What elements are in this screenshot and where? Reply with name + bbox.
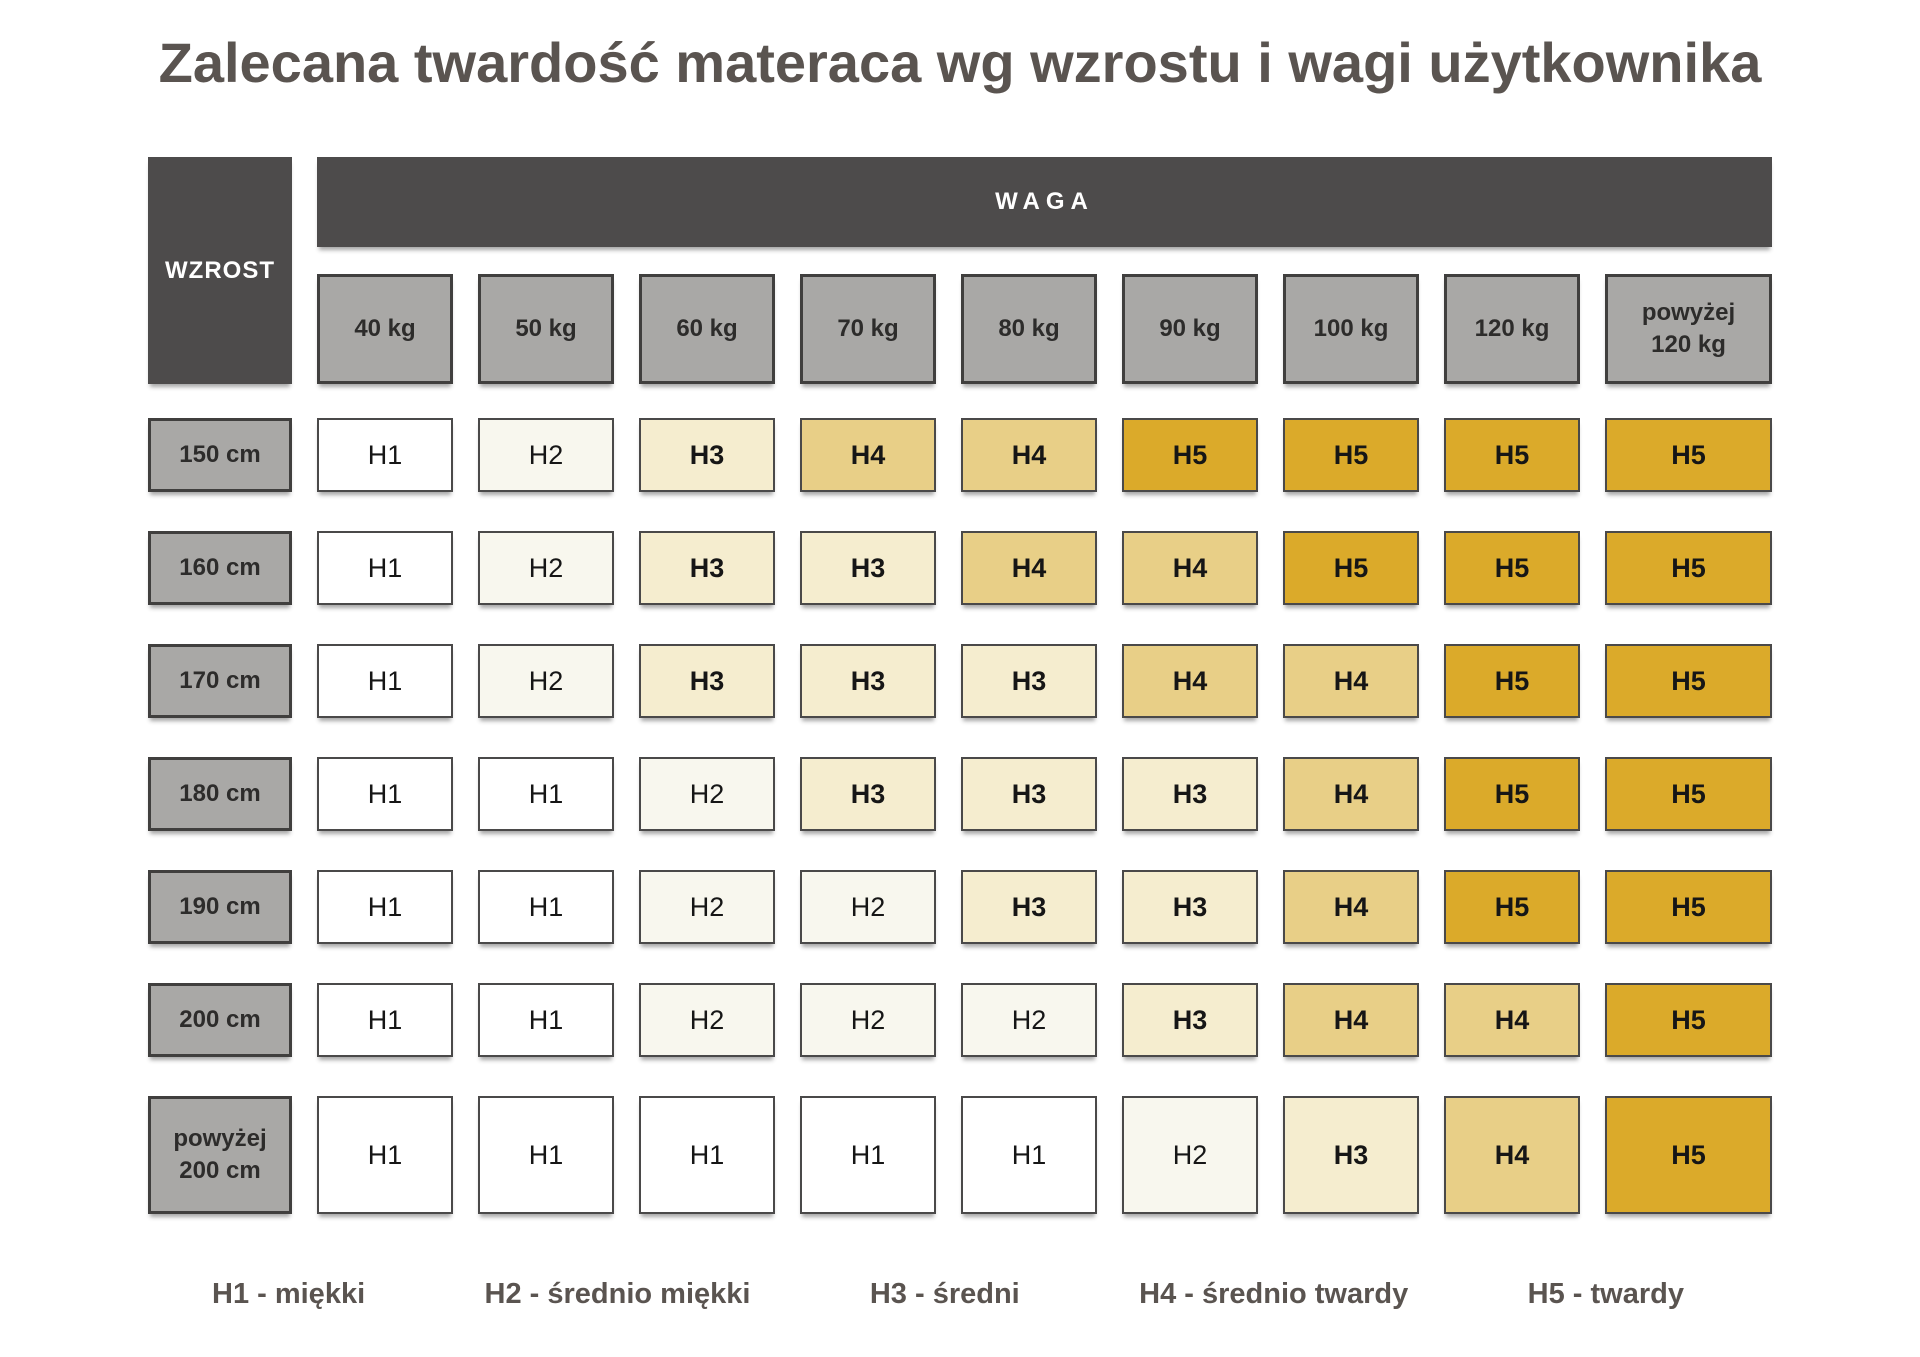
col-header: 60 kg <box>639 274 775 384</box>
col-header: 70 kg <box>800 274 936 384</box>
grid-cell: H3 <box>800 644 936 718</box>
row-header: powyżej 200 cm <box>148 1096 292 1214</box>
grid-cell: H1 <box>317 531 453 605</box>
grid-cell: H1 <box>478 1096 614 1214</box>
row-header: 200 cm <box>148 983 292 1057</box>
grid-cell: H4 <box>1122 644 1258 718</box>
grid-cell: H5 <box>1283 531 1419 605</box>
grid-cell: H2 <box>639 870 775 944</box>
grid-cell: H2 <box>800 983 936 1057</box>
grid-cell: H4 <box>800 418 936 492</box>
grid-cell: H5 <box>1122 418 1258 492</box>
grid-cell: H4 <box>1122 531 1258 605</box>
grid-cell: H5 <box>1444 644 1580 718</box>
legend-item: H2 - średnio miękki <box>484 1278 751 1310</box>
grid-cell: H5 <box>1605 644 1772 718</box>
corner-cell-wzrost: WZROST <box>148 157 292 384</box>
col-header: 80 kg <box>961 274 1097 384</box>
grid-cell: H2 <box>478 418 614 492</box>
grid-cell: H1 <box>317 870 453 944</box>
row-header: 170 cm <box>148 644 292 718</box>
grid-cell: H4 <box>1283 983 1419 1057</box>
grid-cell: H3 <box>639 418 775 492</box>
grid-cell: H2 <box>478 644 614 718</box>
legend-item: H1 - miękki <box>212 1278 366 1310</box>
col-header: powyżej 120 kg <box>1605 274 1772 384</box>
grid-cell: H1 <box>317 1096 453 1214</box>
grid-cell: H2 <box>961 983 1097 1057</box>
row-header: 160 cm <box>148 531 292 605</box>
grid-cell: H2 <box>639 983 775 1057</box>
grid-cell: H5 <box>1444 870 1580 944</box>
grid-cell: H5 <box>1605 870 1772 944</box>
grid-cell: H1 <box>478 870 614 944</box>
grid-cell: H1 <box>478 757 614 831</box>
legend-item: H3 - średni <box>869 1278 1020 1310</box>
legend-item: H5 - twardy <box>1527 1278 1684 1310</box>
grid-cell: H5 <box>1283 418 1419 492</box>
grid-cell: H3 <box>1283 1096 1419 1214</box>
matrix-grid: WZROST WAGA 40 kg 50 kg 60 kg 70 kg 80 kg 90 … <box>148 157 1772 1214</box>
col-header: 120 kg <box>1444 274 1580 384</box>
waga-group-header: WAGA <box>317 157 1772 247</box>
grid-cell: H5 <box>1444 757 1580 831</box>
grid-cell: H3 <box>1122 983 1258 1057</box>
col-header: 40 kg <box>317 274 453 384</box>
grid-cell: H3 <box>961 757 1097 831</box>
grid-cell: H4 <box>1444 983 1580 1057</box>
row-header: 190 cm <box>148 870 292 944</box>
grid-cell: H1 <box>478 983 614 1057</box>
grid-cell: H1 <box>639 1096 775 1214</box>
grid-cell: H5 <box>1444 531 1580 605</box>
col-header: 50 kg <box>478 274 614 384</box>
grid-cell: H3 <box>639 644 775 718</box>
grid-cell: H3 <box>961 644 1097 718</box>
grid-cell: H4 <box>1444 1096 1580 1214</box>
grid-cell: H1 <box>961 1096 1097 1214</box>
grid-cell: H5 <box>1444 418 1580 492</box>
col-header: 90 kg <box>1122 274 1258 384</box>
row-header: 150 cm <box>148 418 292 492</box>
grid-cell: H2 <box>800 870 936 944</box>
grid-cell: H3 <box>1122 757 1258 831</box>
grid-cell: H1 <box>317 757 453 831</box>
grid-cell: H1 <box>317 983 453 1057</box>
legend-item: H4 - średnio twardy <box>1139 1278 1409 1310</box>
grid-cell: H2 <box>639 757 775 831</box>
col-header: 100 kg <box>1283 274 1419 384</box>
grid-cell: H4 <box>961 531 1097 605</box>
grid-cell: H1 <box>317 644 453 718</box>
grid-cell: H4 <box>1283 870 1419 944</box>
legend: H1 - miękki H2 - średnio miękki H3 - średn… <box>148 1278 1772 1311</box>
grid-cell: H3 <box>1122 870 1258 944</box>
grid-cell: H5 <box>1605 531 1772 605</box>
grid-cell: H3 <box>800 531 936 605</box>
grid-cell: H4 <box>961 418 1097 492</box>
grid-cell: H5 <box>1605 1096 1772 1214</box>
grid-cell: H4 <box>1283 757 1419 831</box>
grid-cell: H1 <box>317 418 453 492</box>
grid-cell: H3 <box>800 757 936 831</box>
grid-cell: H2 <box>1122 1096 1258 1214</box>
row-header: 180 cm <box>148 757 292 831</box>
page-title: Zalecana twardość materaca wg wzrostu i … <box>158 31 1762 94</box>
grid-cell: H2 <box>478 531 614 605</box>
grid-cell: H5 <box>1605 757 1772 831</box>
grid-cell: H5 <box>1605 418 1772 492</box>
grid-cell: H3 <box>639 531 775 605</box>
grid-cell: H5 <box>1605 983 1772 1057</box>
grid-cell: H3 <box>961 870 1097 944</box>
grid-cell: H4 <box>1283 644 1419 718</box>
grid-cell: H1 <box>800 1096 936 1214</box>
